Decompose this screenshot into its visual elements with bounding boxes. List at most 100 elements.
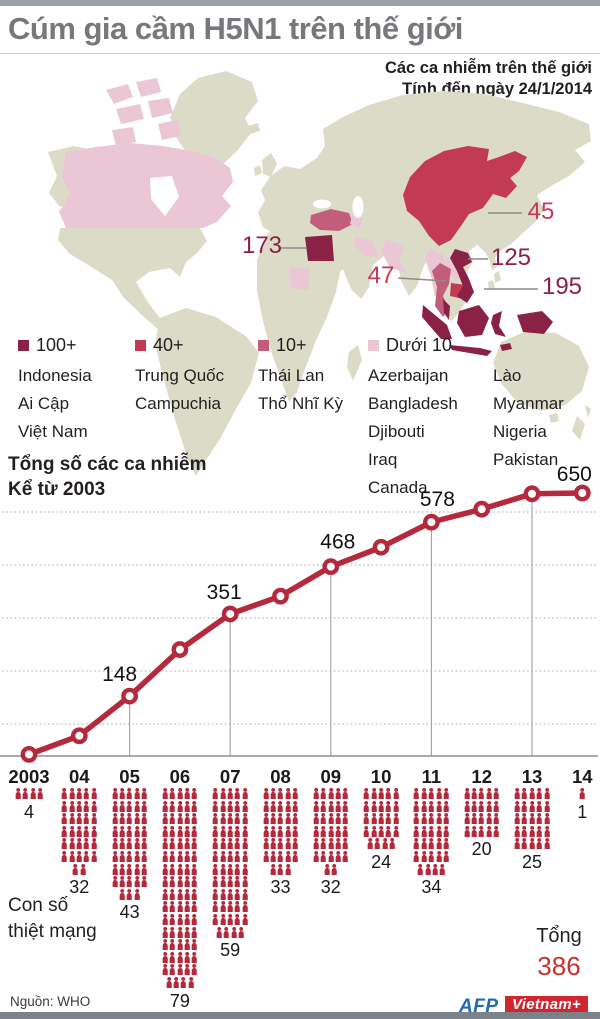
person-icon	[378, 825, 384, 837]
person-icon	[292, 813, 298, 825]
person-icon	[177, 838, 183, 850]
person-icon	[242, 901, 248, 913]
person-icon	[162, 825, 168, 837]
person-icon	[363, 813, 369, 825]
person-icon	[277, 850, 284, 862]
person-icon	[181, 976, 187, 988]
legend-group-header: 100+	[18, 335, 92, 357]
legend-swatch	[135, 340, 146, 351]
person-icon	[363, 825, 369, 837]
legend-swatch	[18, 340, 29, 351]
person-icon	[331, 863, 338, 875]
cases-series-line	[26, 490, 586, 758]
person-icon	[227, 800, 233, 812]
person-icon	[169, 863, 176, 875]
x-tick-07: 07	[220, 766, 241, 787]
person-icon	[378, 788, 384, 799]
person-icon	[134, 888, 140, 900]
deaths-count-08: 33	[270, 877, 291, 898]
person-icon	[212, 850, 218, 862]
map-callout-indonesia: 195	[541, 273, 583, 300]
person-icon	[436, 838, 442, 850]
person-icon	[270, 863, 276, 875]
person-icon	[220, 863, 226, 875]
person-icon	[91, 788, 97, 799]
person-icon	[263, 788, 269, 799]
source-credit: Nguồn: WHO	[10, 994, 91, 1009]
person-icon	[177, 901, 183, 913]
person-icon	[393, 813, 399, 825]
legend-swatch	[368, 340, 379, 351]
person-icon	[162, 788, 168, 799]
person-icon	[119, 876, 125, 888]
person-icon	[320, 850, 326, 862]
legend-group-label: 40+	[153, 335, 184, 355]
person-icon	[212, 876, 218, 888]
south-america	[155, 308, 259, 476]
person-icon	[328, 838, 334, 850]
person-icon	[212, 788, 218, 799]
person-icon	[235, 800, 241, 812]
country-vietnam	[450, 249, 474, 303]
person-icon	[162, 951, 168, 963]
person-icon	[141, 813, 147, 825]
deaths-count-06: 79	[169, 990, 190, 1011]
person-icon	[61, 813, 68, 825]
person-icon	[184, 951, 190, 963]
legend-country: Indonesia	[18, 366, 92, 385]
chart-title-line1: Tổng số các ca nhiễm	[8, 454, 207, 475]
x-tick-14: 14	[572, 766, 593, 787]
person-icon	[292, 788, 298, 799]
title-divider	[0, 53, 600, 54]
person-icon	[169, 788, 176, 799]
person-icon	[30, 788, 36, 799]
person-icon	[184, 800, 190, 812]
person-icon	[335, 788, 341, 799]
person-icon	[235, 825, 241, 837]
person-icon	[328, 850, 334, 862]
person-icon	[141, 838, 147, 850]
person-icon	[141, 800, 147, 812]
person-icon	[162, 913, 168, 925]
person-icon	[169, 825, 176, 837]
person-icon	[61, 800, 68, 812]
person-icon	[91, 838, 97, 850]
deaths-column-08: 33	[262, 788, 299, 898]
data-point-11	[422, 513, 440, 531]
deaths-column-06: 79	[161, 788, 198, 1012]
legend-group-header: Dưới 10	[368, 335, 458, 357]
legend-country: Lào	[493, 366, 522, 385]
data-label-09: 468	[320, 531, 355, 554]
person-icon	[192, 838, 198, 850]
person-icon	[522, 800, 528, 812]
person-icon	[529, 813, 535, 825]
person-icon	[277, 825, 284, 837]
x-tick-06: 06	[170, 766, 191, 787]
bottom-bar	[0, 1012, 600, 1019]
person-icon	[184, 939, 190, 951]
person-icon	[184, 888, 190, 900]
person-icon	[363, 800, 369, 812]
deaths-column-07: 59	[212, 788, 249, 961]
person-icon	[134, 813, 140, 825]
person-icon	[192, 863, 198, 875]
legend-group-100+: 100+ Indonesia Ai Cập Việt Nam	[18, 335, 92, 446]
data-point-2003	[20, 745, 38, 763]
person-icon	[313, 800, 319, 812]
person-icon	[242, 838, 248, 850]
person-icon	[522, 813, 528, 825]
person-icon	[162, 838, 168, 850]
person-icon	[292, 800, 298, 812]
person-icon	[335, 850, 341, 862]
person-icon	[220, 838, 226, 850]
person-icon	[522, 788, 528, 799]
subtitle-line1: Các ca nhiễm trên thế giới	[384, 59, 592, 77]
person-icon	[285, 863, 291, 875]
person-icon	[242, 876, 248, 888]
legend-group-40+: 40+ Trung Quốc Campuchia	[135, 335, 224, 418]
person-icon	[91, 825, 97, 837]
person-icon	[127, 888, 133, 900]
person-icon	[220, 825, 226, 837]
person-icon	[212, 901, 218, 913]
person-icon	[169, 951, 176, 963]
